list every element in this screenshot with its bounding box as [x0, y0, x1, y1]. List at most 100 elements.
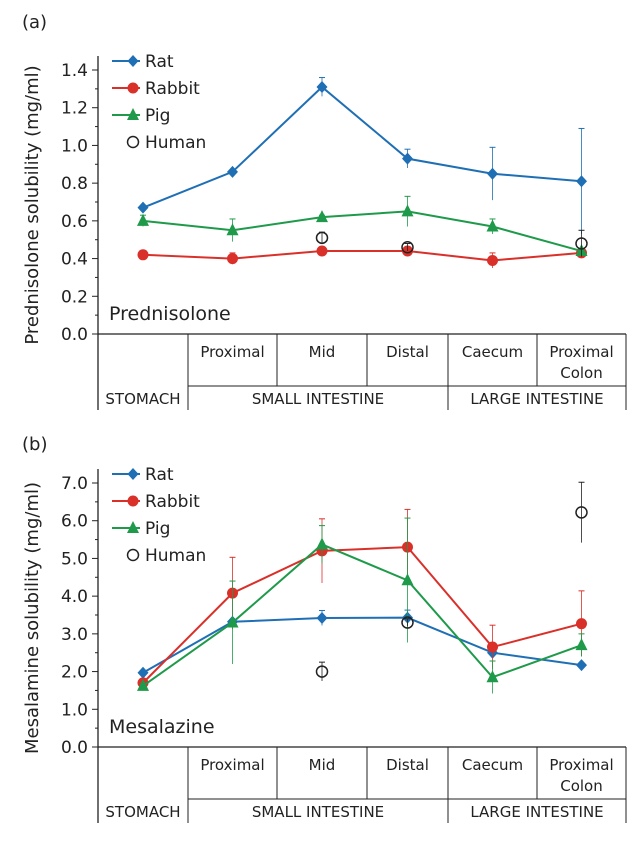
y-tick-label: 2.0 — [61, 663, 88, 683]
category-label-line: Colon — [560, 777, 603, 795]
rat-line — [142, 616, 582, 674]
group-label: SMALL INTESTINE — [252, 390, 384, 408]
human-point — [315, 231, 329, 245]
y-tick-label: 4.0 — [61, 587, 88, 607]
panel-label: (b) — [22, 434, 47, 455]
category-label: Proximal — [200, 756, 264, 774]
category-label: Distal — [386, 756, 429, 774]
legend-item-pig: Pig — [112, 519, 170, 539]
series-rabbit — [137, 508, 587, 689]
legend-label: Rabbit — [145, 79, 200, 99]
rat-point — [487, 167, 498, 180]
rabbit-point — [487, 641, 498, 653]
pig-point — [486, 670, 499, 683]
series-pig — [137, 517, 588, 694]
rat-line — [142, 85, 582, 209]
category-label-line: Proximal — [549, 756, 613, 774]
legend-item-rat: Rat — [112, 52, 174, 72]
y-tick-label: 0.0 — [61, 738, 88, 758]
category-label: Caecum — [462, 756, 523, 774]
legend-label: Rat — [145, 465, 174, 485]
legend-item-rabbit: Rabbit — [112, 79, 200, 99]
legend-rat-marker — [127, 468, 139, 480]
rat-point — [576, 659, 587, 672]
rat-point — [316, 612, 328, 625]
rat-point — [227, 165, 238, 178]
legend-item-pig: Pig — [112, 106, 170, 126]
panel-a: (a) Prednisolone solubility (mg/ml) 0.0 0.2… — [22, 12, 627, 410]
y-tick-label: 7.0 — [61, 474, 88, 494]
rat-point — [137, 666, 149, 679]
pig-line — [142, 210, 582, 252]
rabbit-point — [316, 245, 328, 257]
rabbit-line — [142, 546, 582, 684]
rat-point — [316, 80, 328, 93]
group-label: LARGE INTESTINE — [470, 803, 603, 821]
rabbit-point — [576, 618, 587, 630]
pig-point — [575, 638, 588, 651]
pig-point — [316, 537, 328, 550]
human-point — [575, 506, 588, 519]
group-label: SMALL INTESTINE — [252, 803, 384, 821]
category-label: Proximal Colon — [549, 756, 613, 795]
rabbit-point — [487, 254, 498, 266]
pig-line — [142, 543, 582, 687]
legend-rabbit-marker — [127, 495, 139, 507]
rabbit-point — [227, 253, 238, 265]
compound-label: Mesalazine — [109, 716, 215, 738]
legend-rat-marker — [127, 55, 139, 67]
y-tick-label: 6.0 — [61, 512, 88, 532]
pig-point — [226, 615, 239, 628]
group-label: STOMACH — [105, 390, 180, 408]
legend-label: Rat — [145, 52, 174, 72]
panel-b: (b) Mesalamine solubility (mg/ml) 0.0 1.0 2.… — [22, 434, 627, 823]
pig-point — [137, 678, 149, 691]
pig-point — [401, 573, 414, 586]
category-label-line: Colon — [560, 364, 603, 382]
panel-label: (a) — [22, 12, 47, 33]
series-pig — [137, 195, 588, 257]
legend-item-human: Human — [126, 546, 206, 566]
pig-point — [316, 210, 328, 223]
y-axis-label: Prednisolone solubility (mg/ml) — [22, 65, 43, 344]
human-point — [575, 237, 588, 250]
legend-human-marker — [126, 548, 140, 562]
rat-point — [402, 152, 413, 165]
pig-point — [226, 223, 239, 236]
legend-human-marker — [126, 135, 140, 149]
rabbit-line — [142, 250, 582, 262]
pig-point — [401, 204, 414, 217]
y-tick-label: 1.2 — [61, 99, 88, 119]
group-label: STOMACH — [105, 803, 180, 821]
rat-point — [576, 175, 587, 188]
category-label: Mid — [309, 756, 336, 774]
legend-label: Human — [145, 546, 206, 566]
rat-point — [137, 201, 149, 214]
human-point — [401, 241, 414, 254]
legend-pig-marker — [127, 521, 139, 533]
category-label: Caecum — [462, 343, 523, 361]
human-point — [401, 616, 414, 629]
y-axis-label: Mesalamine solubility (mg/ml) — [22, 482, 43, 754]
legend-label: Pig — [145, 106, 170, 126]
y-tick-label: 0.0 — [61, 325, 88, 345]
category-label: Proximal — [200, 343, 264, 361]
category-label-line: Proximal — [549, 343, 613, 361]
category-label: Mid — [309, 343, 336, 361]
y-tick-label: 0.2 — [61, 287, 88, 307]
y-tick-label: 1.4 — [61, 61, 88, 81]
legend-item-human: Human — [126, 133, 206, 153]
series-human — [315, 229, 588, 257]
legend-label: Rabbit — [145, 492, 200, 512]
group-label: LARGE INTESTINE — [470, 390, 603, 408]
human-point — [315, 665, 329, 678]
legend-pig-marker — [127, 108, 139, 120]
legend-item-rat: Rat — [112, 465, 174, 485]
y-tick-label: 0.6 — [61, 212, 88, 232]
series-rat — [137, 77, 587, 235]
y-tick-label: 3.0 — [61, 625, 88, 645]
series-rabbit — [137, 245, 587, 268]
legend-label: Pig — [145, 519, 170, 539]
y-tick-label: 0.4 — [61, 250, 88, 270]
